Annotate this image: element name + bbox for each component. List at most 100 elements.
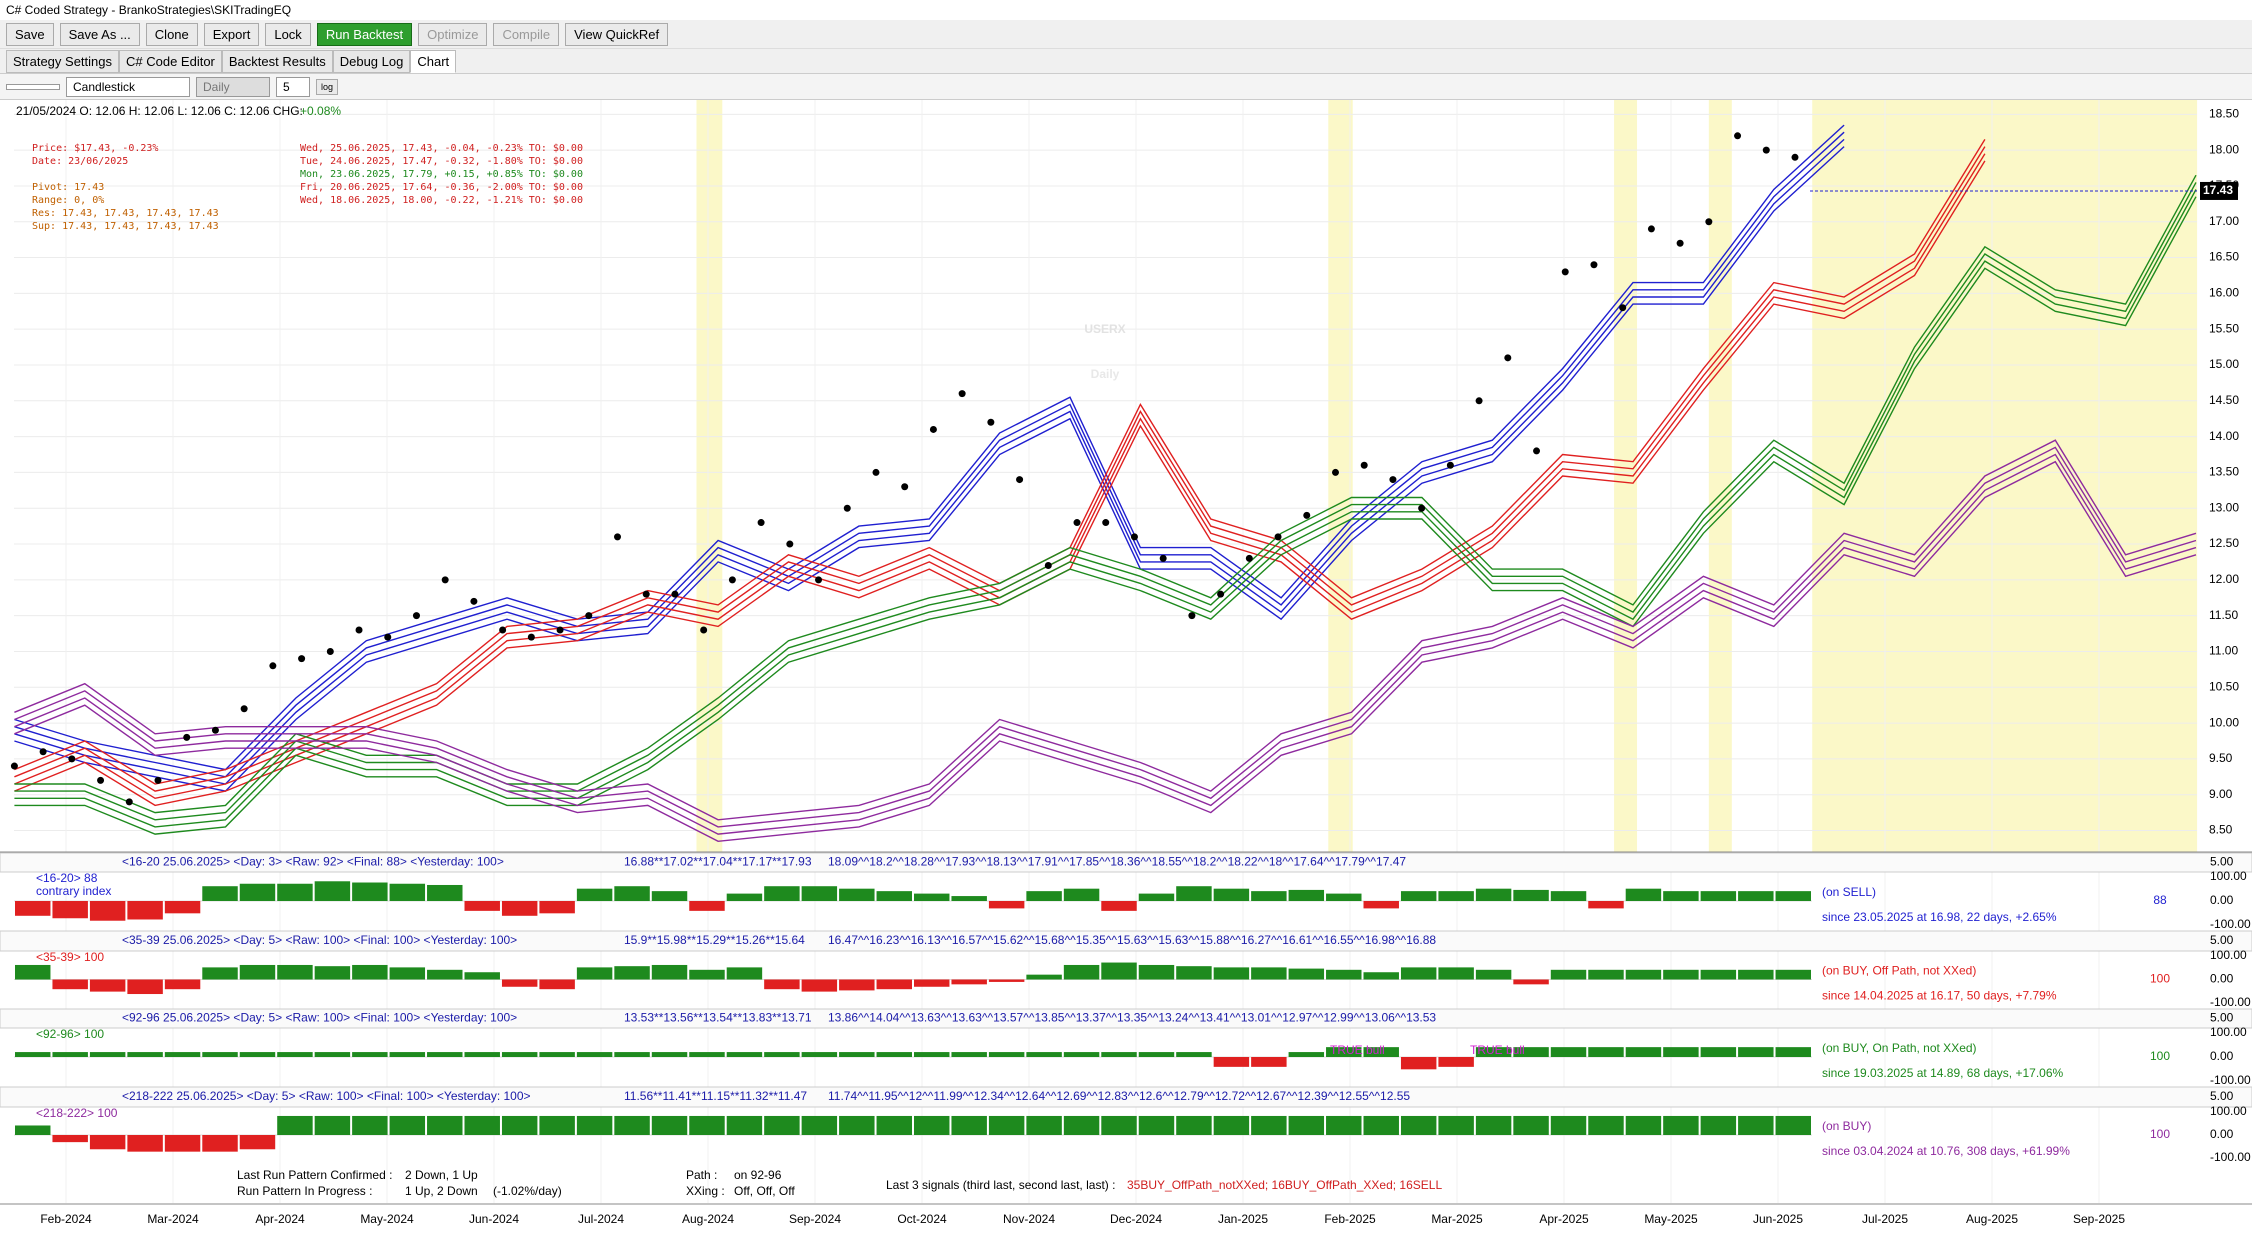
histogram-bar <box>127 1135 163 1152</box>
y-tick-label: 18.50 <box>2209 106 2239 120</box>
histogram-bar <box>1738 1047 1774 1057</box>
tab[interactable]: Strategy Settings <box>6 49 119 73</box>
panel-score: 100 <box>2150 972 2170 986</box>
histogram-bar <box>314 966 351 980</box>
toolbar-button[interactable]: Save <box>6 22 54 46</box>
panel-header-bg <box>0 930 2252 952</box>
toolbar-button[interactable]: View QuickRef <box>565 22 669 46</box>
histogram-bar <box>1588 901 1624 909</box>
toolbar-button[interactable]: Lock <box>265 22 311 46</box>
price-dot <box>39 748 47 756</box>
band-line <box>14 196 2197 835</box>
histogram-bar <box>914 893 950 901</box>
y-tick-label: 10.00 <box>2209 715 2239 729</box>
panel-score: 100 <box>2150 1127 2170 1141</box>
histogram-bar <box>1251 891 1287 901</box>
histogram-bar <box>801 1115 838 1135</box>
histogram-bar <box>1700 969 1737 980</box>
histogram-bar <box>1775 891 1811 901</box>
panel-since: since 03.04.2024 at 10.76, 308 days, +61… <box>1822 1144 2070 1158</box>
histogram-bar <box>1213 967 1250 980</box>
toolbar-button[interactable]: Save As ... <box>59 22 140 46</box>
summary-text: (-1.02%/day) <box>493 1184 562 1198</box>
toolbar-button[interactable]: Export <box>203 22 260 46</box>
histogram-bar <box>1550 891 1587 901</box>
price-dot <box>1102 519 1110 527</box>
last-price-label: 17.43 <box>2203 183 2233 197</box>
info-right: Fri, 20.06.2025, 17.64, -0.36, -2.00% TO… <box>300 182 583 193</box>
input[interactable] <box>6 83 60 90</box>
log-toggle[interactable]: log <box>316 78 339 95</box>
chart-type[interactable]: Candlestick <box>66 76 190 97</box>
histogram-bar <box>1550 969 1587 980</box>
price-dot <box>1590 261 1598 269</box>
toolbar-button[interactable]: Clone <box>145 22 198 46</box>
histogram-bar <box>839 1052 875 1057</box>
tab[interactable]: Chart <box>410 49 457 73</box>
band-line <box>14 131 1845 778</box>
info-right: Wed, 25.06.2025, 17.43, -0.04, -0.23% TO… <box>300 143 583 154</box>
histogram-bar <box>651 1115 688 1135</box>
histogram-bar <box>352 1052 388 1057</box>
panel-axis-label: 5.00 <box>2210 855 2234 869</box>
histogram-bar <box>1625 888 1662 901</box>
y-tick-label: 17.00 <box>2209 214 2239 228</box>
band-line <box>14 453 2197 835</box>
info-right: Wed, 18.06.2025, 18.00, -0.22, -1.21% TO… <box>300 195 583 206</box>
histogram-bar <box>1400 1057 1437 1070</box>
y-tick-label: 15.50 <box>2209 321 2239 335</box>
y-tick-label: 12.00 <box>2209 572 2239 586</box>
panel-header-bg <box>0 1008 2252 1029</box>
histogram-bar <box>1438 967 1474 980</box>
histogram-bar <box>1138 893 1175 901</box>
histogram-bar <box>15 1125 51 1135</box>
histogram-bar <box>1625 969 1662 980</box>
histogram-bar <box>352 882 388 901</box>
histogram-bar <box>801 886 838 901</box>
price-dot <box>326 647 334 655</box>
price-dot <box>757 519 765 527</box>
summary-text: 1 Up, 2 Down <box>405 1184 478 1198</box>
histogram-bar <box>651 964 688 980</box>
x-tick-label: Aug-2025 <box>1966 1212 2018 1226</box>
histogram-bar <box>89 1135 126 1150</box>
panel-axis-label: 0.00 <box>2210 1127 2234 1141</box>
count[interactable]: 5 <box>276 76 310 97</box>
histogram-bar <box>464 1052 500 1057</box>
histogram-bar <box>1101 901 1137 911</box>
panel-right: 11.74^^11.95^^12^^11.99^^12.34^^12.64^^1… <box>828 1089 1410 1103</box>
histogram-bar <box>614 966 650 980</box>
histogram-bar <box>988 979 1025 982</box>
toolbar-button[interactable]: Run Backtest <box>316 22 413 46</box>
chart-toolbar: Candlestick Daily 5 log <box>0 73 2252 100</box>
histogram-bar <box>1400 967 1437 980</box>
tab[interactable]: Backtest Results <box>221 49 333 73</box>
summary-text: Last Run Pattern Confirmed : <box>237 1168 392 1182</box>
histogram-bar <box>1326 969 1362 980</box>
toolbar-button[interactable]: Optimize <box>418 22 488 46</box>
period[interactable]: Daily <box>196 76 270 97</box>
band-line <box>14 124 1845 771</box>
band-line <box>14 446 2197 828</box>
histogram-bar <box>614 1115 650 1135</box>
histogram-bar <box>1176 1052 1212 1057</box>
histogram-bar <box>726 1115 763 1135</box>
panel-status: (on SELL) <box>1822 885 1876 899</box>
chart-area: 8.50 9.00 9.50 10.00 10.50 11.00 11.50 12.00 12.… <box>0 100 2252 1226</box>
histogram-bar <box>1738 1115 1774 1135</box>
panel-axis-label: -100.00 <box>2210 995 2251 1009</box>
price-dot <box>1475 397 1483 405</box>
histogram-bar <box>89 979 126 992</box>
histogram-bar <box>427 1052 463 1057</box>
x-tick-label: Apr-2024 <box>255 1212 305 1226</box>
tab[interactable]: C# Code Editor <box>119 49 222 73</box>
panel-mid: 16.88**17.02**17.04**17.17**17.93 <box>624 855 812 869</box>
price-dot <box>1418 504 1426 512</box>
summary-text: on 92-96 <box>734 1168 782 1182</box>
histogram-bar <box>1513 1047 1549 1057</box>
tab[interactable]: Debug Log <box>332 49 411 73</box>
price-dot <box>125 798 133 806</box>
toolbar-button[interactable]: Compile <box>493 22 560 46</box>
histogram-bar <box>988 1052 1025 1057</box>
